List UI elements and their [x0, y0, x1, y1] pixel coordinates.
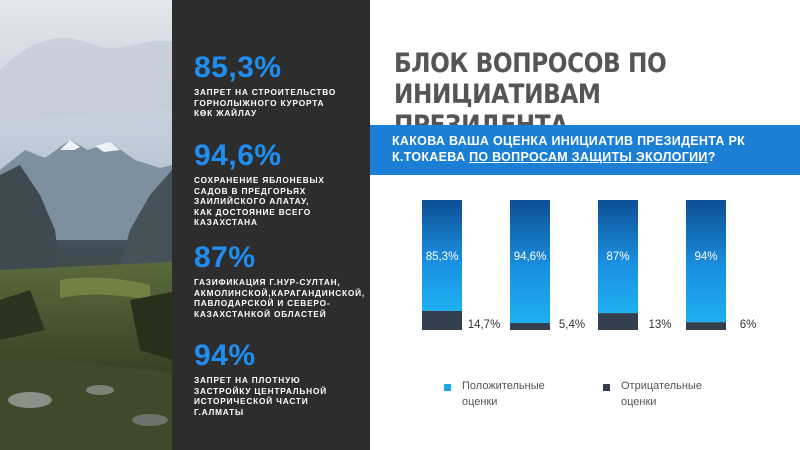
stat-item: 87% ГАЗИФИКАЦИЯ Г.НУР-СУЛТАН, АКМОЛИНСКО… [194, 242, 364, 319]
mountain-photo [0, 0, 172, 450]
question-part: КАКОВА ВАША ОЦЕНКА ИНИЦИАТИВ ПРЕЗИДЕНТА … [392, 134, 746, 164]
bar-negative-label: 5,4% [559, 319, 585, 331]
bar-positive [510, 200, 550, 323]
legend-swatch-positive [444, 384, 451, 391]
stat-description: ЗАПРЕТ НА ПЛОТНУЮ ЗАСТРОЙКУ ЦЕНТРАЛЬНОЙ … [194, 375, 327, 417]
bar-negative-label: 14,7% [468, 319, 501, 331]
stacked-bar-chart: 85,3% 14,7% 94,6% 5,4% 87% 13% 94% 6% [422, 200, 757, 331]
stat-description: ГАЗИФИКАЦИЯ Г.НУР-СУЛТАН, АКМОЛИНСКОЙ,КА… [194, 277, 366, 319]
stat-value: 87% [194, 241, 256, 274]
stat-item: 85,3% ЗАПРЕТ НА СТРОИТЕЛЬСТВО ГОРНОЛЫЖНО… [194, 52, 364, 119]
stat-description: СОХРАНЕНИЕ ЯБЛОНЕВЫХ САДОВ В ПРЕДГОРЬЯХ … [194, 175, 325, 227]
question-text: КАКОВА ВАША ОЦЕНКА ИНИЦИАТИВ ПРЕЗИДЕНТА … [392, 133, 792, 165]
mountain-illustration [0, 0, 172, 450]
bar-value-label: 85,3% [426, 251, 459, 263]
bar-value-label: 94,6% [514, 251, 547, 263]
bar-positive [686, 200, 726, 323]
bar-negative [598, 313, 638, 330]
bar-value-label: 87% [606, 251, 629, 263]
stat-value: 94% [194, 339, 256, 372]
legend-swatch-negative [603, 384, 610, 391]
bar-value-label: 94% [694, 251, 717, 263]
bar-negative [686, 322, 726, 330]
stat-item: 94,6% СОХРАНЕНИЕ ЯБЛОНЕВЫХ САДОВ В ПРЕДГ… [194, 140, 364, 228]
stat-description: ЗАПРЕТ НА СТРОИТЕЛЬСТВО ГОРНОЛЫЖНОГО КУР… [194, 87, 337, 118]
bar-negative [510, 322, 550, 330]
question-end: ? [707, 150, 716, 164]
question-underlined: ПО ВОПРОСАМ ЗАЩИТЫ ЭКОЛОГИИ [469, 150, 708, 164]
bar-positive [422, 200, 462, 311]
stat-value: 94,6% [194, 139, 282, 172]
bar-positive [598, 200, 638, 314]
bar-negative [422, 310, 462, 330]
legend-label-positive: Положительные оценки [462, 380, 545, 408]
stat-item: 94% ЗАПРЕТ НА ПЛОТНУЮ ЗАСТРОЙКУ ЦЕНТРАЛЬ… [194, 340, 364, 417]
stat-value: 85,3% [194, 51, 282, 84]
question-banner: КАКОВА ВАША ОЦЕНКА ИНИЦИАТИВ ПРЕЗИДЕНТА … [370, 125, 800, 175]
bar-negative-label: 13% [648, 319, 671, 331]
stats-panel: 85,3% ЗАПРЕТ НА СТРОИТЕЛЬСТВО ГОРНОЛЫЖНО… [172, 0, 370, 450]
legend-label-negative: Отрицательные оценки [621, 380, 702, 408]
bar-negative-label: 6% [740, 319, 757, 331]
